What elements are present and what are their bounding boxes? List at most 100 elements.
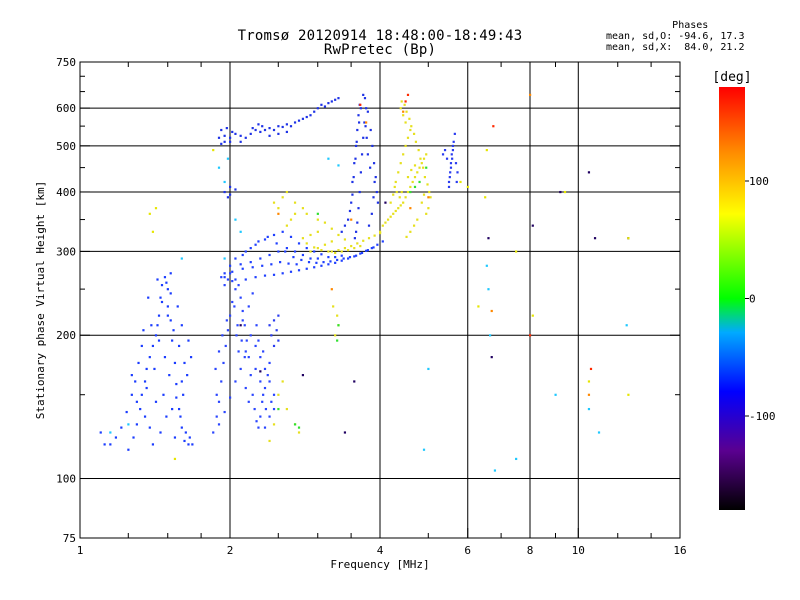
- data-point: [365, 121, 368, 124]
- data-point: [163, 356, 167, 359]
- data-point: [257, 426, 260, 429]
- data-point: [293, 250, 297, 253]
- data-point: [241, 267, 244, 270]
- data-point: [320, 253, 323, 256]
- data-point: [372, 246, 375, 249]
- data-point: [165, 281, 168, 284]
- data-point: [297, 269, 301, 272]
- data-point: [485, 264, 488, 267]
- data-point: [289, 125, 293, 128]
- data-point: [162, 393, 165, 396]
- data-point: [410, 125, 413, 128]
- x-tick-label: 6: [464, 544, 471, 557]
- data-point: [323, 243, 327, 246]
- data-point: [163, 276, 167, 279]
- data-point: [400, 190, 403, 194]
- data-point: [223, 276, 226, 279]
- data-point: [426, 183, 429, 186]
- data-point: [180, 257, 183, 260]
- data-point: [392, 193, 395, 196]
- data-point: [284, 250, 287, 253]
- data-point: [212, 148, 215, 152]
- data-point: [249, 334, 252, 337]
- data-point: [343, 238, 347, 241]
- data-point: [281, 196, 284, 199]
- data-point: [455, 180, 458, 184]
- data-point: [217, 136, 221, 139]
- data-point: [369, 128, 372, 132]
- data-point: [419, 157, 422, 160]
- data-point: [493, 469, 497, 472]
- data-point: [148, 356, 151, 359]
- data-point: [244, 278, 247, 281]
- data-point: [287, 262, 290, 265]
- data-point: [397, 171, 400, 174]
- data-point: [305, 115, 308, 119]
- data-point: [143, 415, 147, 418]
- data-point: [188, 436, 191, 439]
- data-point: [337, 97, 340, 100]
- data-point: [257, 123, 260, 126]
- data-point: [485, 148, 488, 152]
- data-point: [285, 190, 288, 194]
- data-point: [234, 278, 237, 281]
- data-point: [285, 247, 288, 250]
- data-point: [277, 207, 280, 210]
- data-point: [226, 196, 230, 199]
- y-tick-label: 75: [63, 532, 76, 545]
- data-point: [422, 193, 426, 196]
- data-point: [332, 305, 335, 308]
- data-point: [422, 448, 426, 451]
- data-point: [305, 267, 308, 270]
- colorbar-tick-label: 0: [749, 293, 756, 306]
- data-point: [229, 272, 232, 275]
- data-point: [409, 185, 412, 189]
- data-point: [395, 190, 398, 194]
- data-point: [330, 100, 333, 103]
- data-point: [587, 380, 591, 383]
- data-point: [398, 196, 401, 199]
- x-tick-label: 1: [77, 544, 84, 557]
- data-point: [357, 207, 360, 210]
- data-point: [372, 162, 376, 165]
- data-point: [362, 239, 365, 242]
- data-point: [263, 274, 267, 277]
- data-point: [221, 334, 224, 337]
- data-point: [172, 329, 175, 332]
- data-point: [453, 132, 456, 135]
- data-point: [261, 125, 264, 128]
- data-point: [272, 201, 276, 204]
- data-point: [336, 339, 339, 342]
- data-point: [346, 218, 350, 221]
- x-tick-label: 8: [527, 544, 534, 557]
- data-point: [217, 350, 221, 353]
- data-point: [289, 270, 293, 273]
- data-point: [154, 207, 158, 210]
- data-point: [429, 196, 432, 199]
- data-point: [263, 238, 267, 241]
- data-point: [215, 393, 218, 396]
- data-point: [239, 263, 242, 266]
- data-point: [357, 121, 361, 124]
- data-point: [103, 443, 106, 446]
- data-point: [350, 218, 353, 221]
- data-point: [316, 247, 319, 250]
- data-point: [293, 212, 297, 215]
- data-point: [229, 314, 232, 317]
- data-point: [114, 436, 118, 439]
- data-point: [212, 431, 215, 434]
- data-point: [370, 247, 373, 250]
- data-point: [490, 309, 493, 313]
- data-point: [337, 249, 340, 252]
- data-point: [309, 250, 312, 253]
- data-point: [277, 339, 280, 342]
- data-point: [451, 144, 455, 148]
- data-point: [412, 224, 416, 227]
- data-point: [515, 457, 518, 461]
- data-point: [139, 407, 142, 411]
- data-point: [406, 190, 410, 194]
- data-point: [135, 423, 138, 426]
- data-point: [234, 288, 237, 291]
- data-point: [263, 367, 267, 371]
- data-point: [226, 278, 230, 281]
